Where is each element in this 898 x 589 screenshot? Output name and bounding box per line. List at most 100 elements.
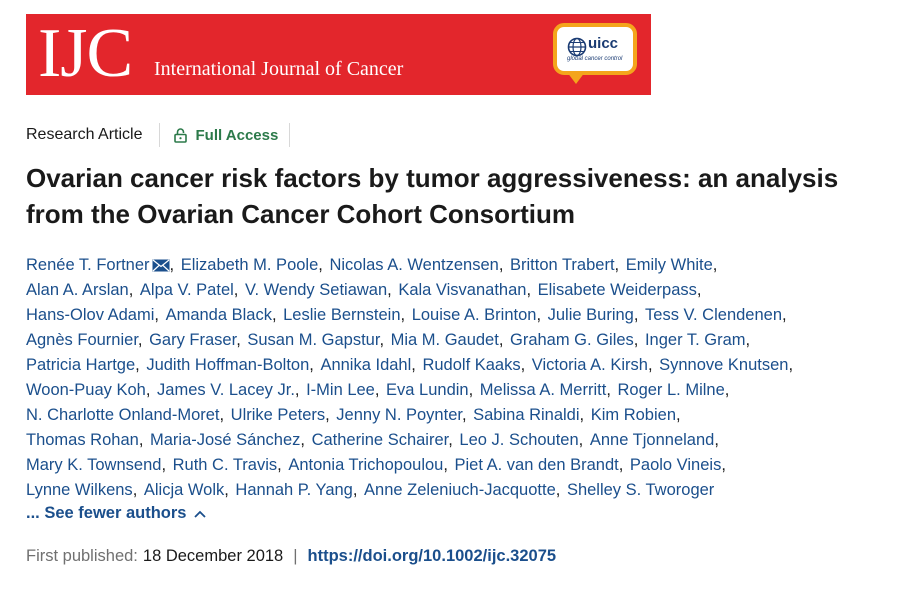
journal-name: International Journal of Cancer (154, 58, 404, 80)
author-link[interactable]: Judith Hoffman‐Bolton (146, 356, 310, 374)
author-separator: , (712, 256, 718, 274)
author-link[interactable]: Woon‐Puay Koh (26, 381, 146, 399)
author-link[interactable]: Renée T. Fortner (26, 256, 150, 274)
author-separator: , (448, 431, 458, 449)
uicc-logo: uicc global cancer control (553, 23, 637, 75)
author-link[interactable]: Susan M. Gapstur (247, 331, 380, 349)
author-link[interactable]: Leslie Bernstein (283, 306, 401, 324)
author-link[interactable]: Paolo Vineis (629, 456, 722, 474)
author-link[interactable]: Shelley S. Tworoger (566, 481, 715, 499)
author-link[interactable]: Anne Zeleniuch‐Jacquotte (364, 481, 556, 499)
author-link[interactable]: V. Wendy Setiawan (244, 281, 388, 299)
author-link[interactable]: Amanda Black (165, 306, 272, 324)
author-link[interactable]: Louise A. Brinton (411, 306, 537, 324)
author-link[interactable]: Mary K. Townsend (26, 456, 162, 474)
author-link[interactable]: I‐Min Lee (306, 381, 375, 399)
author-separator: , (520, 356, 530, 374)
see-fewer-authors-link[interactable]: ... See fewer authors (26, 504, 207, 523)
author-link[interactable]: Melissa A. Merritt (479, 381, 607, 399)
author-link[interactable]: Antonia Trichopoulou (288, 456, 444, 474)
author-link[interactable]: Annika Idahl (320, 356, 412, 374)
author-link[interactable]: Roger L. Milne (617, 381, 725, 399)
author-link[interactable]: Alicja Wolk (143, 481, 225, 499)
author-link[interactable]: Victoria A. Kirsh (531, 356, 648, 374)
journal-banner[interactable]: IJC International Journal of Cancer uicc… (26, 14, 651, 95)
author-separator: , (578, 431, 588, 449)
uicc-wordmark: uicc (588, 35, 619, 52)
author-separator: , (294, 381, 305, 399)
author-separator: , (461, 406, 472, 424)
author-link[interactable]: Julie Buring (547, 306, 634, 324)
author-link[interactable]: Catherine Schairer (311, 431, 449, 449)
author-separator: , (526, 281, 536, 299)
first-published-label: First published: (26, 547, 138, 565)
author-link[interactable]: Rudolf Kaaks (422, 356, 521, 374)
author-separator: , (555, 481, 565, 499)
author-link[interactable]: Ulrike Peters (230, 406, 326, 424)
author-link[interactable]: Jenny N. Poynter (336, 406, 462, 424)
author-link[interactable]: Alan A. Arslan (26, 281, 129, 299)
author-separator: , (169, 256, 179, 274)
envelope-icon[interactable] (152, 259, 170, 272)
uicc-speech-tail (567, 72, 585, 84)
author-link[interactable]: Elisabete Weiderpass (537, 281, 697, 299)
author-separator: , (161, 456, 171, 474)
author-separator: , (745, 331, 751, 349)
doi-link[interactable]: https://doi.org/10.1002/ijc.32075 (307, 547, 557, 565)
author-separator: , (135, 356, 145, 374)
author-link[interactable]: Graham G. Giles (510, 331, 634, 349)
author-link[interactable]: Patricia Hartge (26, 356, 136, 374)
author-link[interactable]: Lynne Wilkens (26, 481, 133, 499)
author-separator: , (676, 406, 681, 424)
author-separator: , (271, 306, 282, 324)
author-link[interactable]: Thomas Rohan (26, 431, 139, 449)
author-link[interactable]: Leo J. Schouten (459, 431, 579, 449)
author-link[interactable]: James V. Lacey Jr. (157, 381, 295, 399)
author-separator: , (138, 431, 148, 449)
author-separator: , (277, 456, 287, 474)
author-separator: , (614, 256, 624, 274)
author-link[interactable]: Piet A. van den Brandt (454, 456, 619, 474)
author-link[interactable]: Gary Fraser (149, 331, 237, 349)
author-link[interactable]: Synnove Knutsen (659, 356, 789, 374)
publication-date: 18 December 2018 (142, 547, 284, 565)
author-link[interactable]: Hannah P. Yang (235, 481, 353, 499)
author-link[interactable]: Hans‐Olov Adami (26, 306, 155, 324)
author-link[interactable]: Nicolas A. Wentzensen (329, 256, 499, 274)
separator: | (293, 547, 298, 565)
author-link[interactable]: Agnès Fournier (26, 331, 138, 349)
author-link[interactable]: Kim Robien (590, 406, 676, 424)
access-label: Full Access (195, 126, 279, 144)
author-separator: , (721, 456, 726, 474)
author-separator: , (536, 306, 546, 324)
author-separator: , (236, 331, 246, 349)
author-link[interactable]: Maria‐José Sánchez (149, 431, 301, 449)
divider (158, 123, 160, 147)
author-link[interactable]: Emily White (625, 256, 713, 274)
author-separator: , (400, 306, 410, 324)
author-link[interactable]: Tess V. Clendenen (645, 306, 783, 324)
author-link[interactable]: Ruth C. Travis (172, 456, 278, 474)
author-link[interactable]: Elizabeth M. Poole (180, 256, 319, 274)
author-link[interactable]: Inger T. Gram (644, 331, 746, 349)
article-type: Research Article (26, 126, 143, 143)
author-link[interactable]: Kala Visvanathan (398, 281, 527, 299)
open-lock-icon (173, 127, 187, 143)
author-link[interactable]: Alpa V. Patel (139, 281, 234, 299)
article-title: Ovarian cancer risk factors by tumor agg… (26, 163, 839, 229)
author-separator: , (498, 331, 508, 349)
author-separator: , (443, 456, 453, 474)
author-link[interactable]: Mia M. Gaudet (390, 331, 499, 349)
author-link[interactable]: Anne Tjonneland (589, 431, 715, 449)
chevron-up-icon (194, 510, 207, 518)
author-separator: , (788, 356, 794, 374)
author-link[interactable]: Eva Lundin (386, 381, 469, 399)
author-link[interactable]: N. Charlotte Onland‐Moret (26, 406, 220, 424)
author-link[interactable]: Sabina Rinaldi (473, 406, 580, 424)
author-separator: , (128, 281, 138, 299)
author-separator: , (318, 256, 328, 274)
author-separator: , (468, 381, 478, 399)
see-fewer-label: ... See fewer authors (26, 504, 187, 522)
author-separator: , (352, 481, 363, 499)
author-link[interactable]: Britton Trabert (509, 256, 615, 274)
